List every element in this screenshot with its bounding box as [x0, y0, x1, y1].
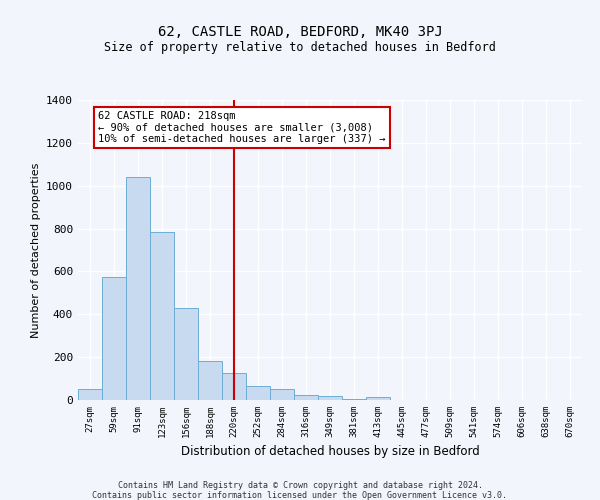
Text: 62, CASTLE ROAD, BEDFORD, MK40 3PJ: 62, CASTLE ROAD, BEDFORD, MK40 3PJ: [158, 26, 442, 40]
Y-axis label: Number of detached properties: Number of detached properties: [31, 162, 41, 338]
Text: Size of property relative to detached houses in Bedford: Size of property relative to detached ho…: [104, 41, 496, 54]
Text: Contains HM Land Registry data © Crown copyright and database right 2024.: Contains HM Land Registry data © Crown c…: [118, 480, 482, 490]
Bar: [222, 373, 246, 400]
Bar: [246, 386, 270, 400]
Text: 62 CASTLE ROAD: 218sqm
← 90% of detached houses are smaller (3,008)
10% of semi-: 62 CASTLE ROAD: 218sqm ← 90% of detached…: [98, 110, 386, 144]
Text: Contains public sector information licensed under the Open Government Licence v3: Contains public sector information licen…: [92, 490, 508, 500]
Bar: [318, 396, 342, 400]
Bar: [126, 177, 150, 400]
X-axis label: Distribution of detached houses by size in Bedford: Distribution of detached houses by size …: [181, 446, 479, 458]
Bar: [150, 232, 174, 400]
Bar: [270, 390, 294, 400]
Bar: [102, 277, 126, 400]
Bar: [174, 308, 198, 400]
Bar: [198, 362, 222, 400]
Bar: [366, 398, 390, 400]
Bar: [342, 399, 366, 400]
Bar: [294, 396, 318, 400]
Bar: [78, 390, 102, 400]
